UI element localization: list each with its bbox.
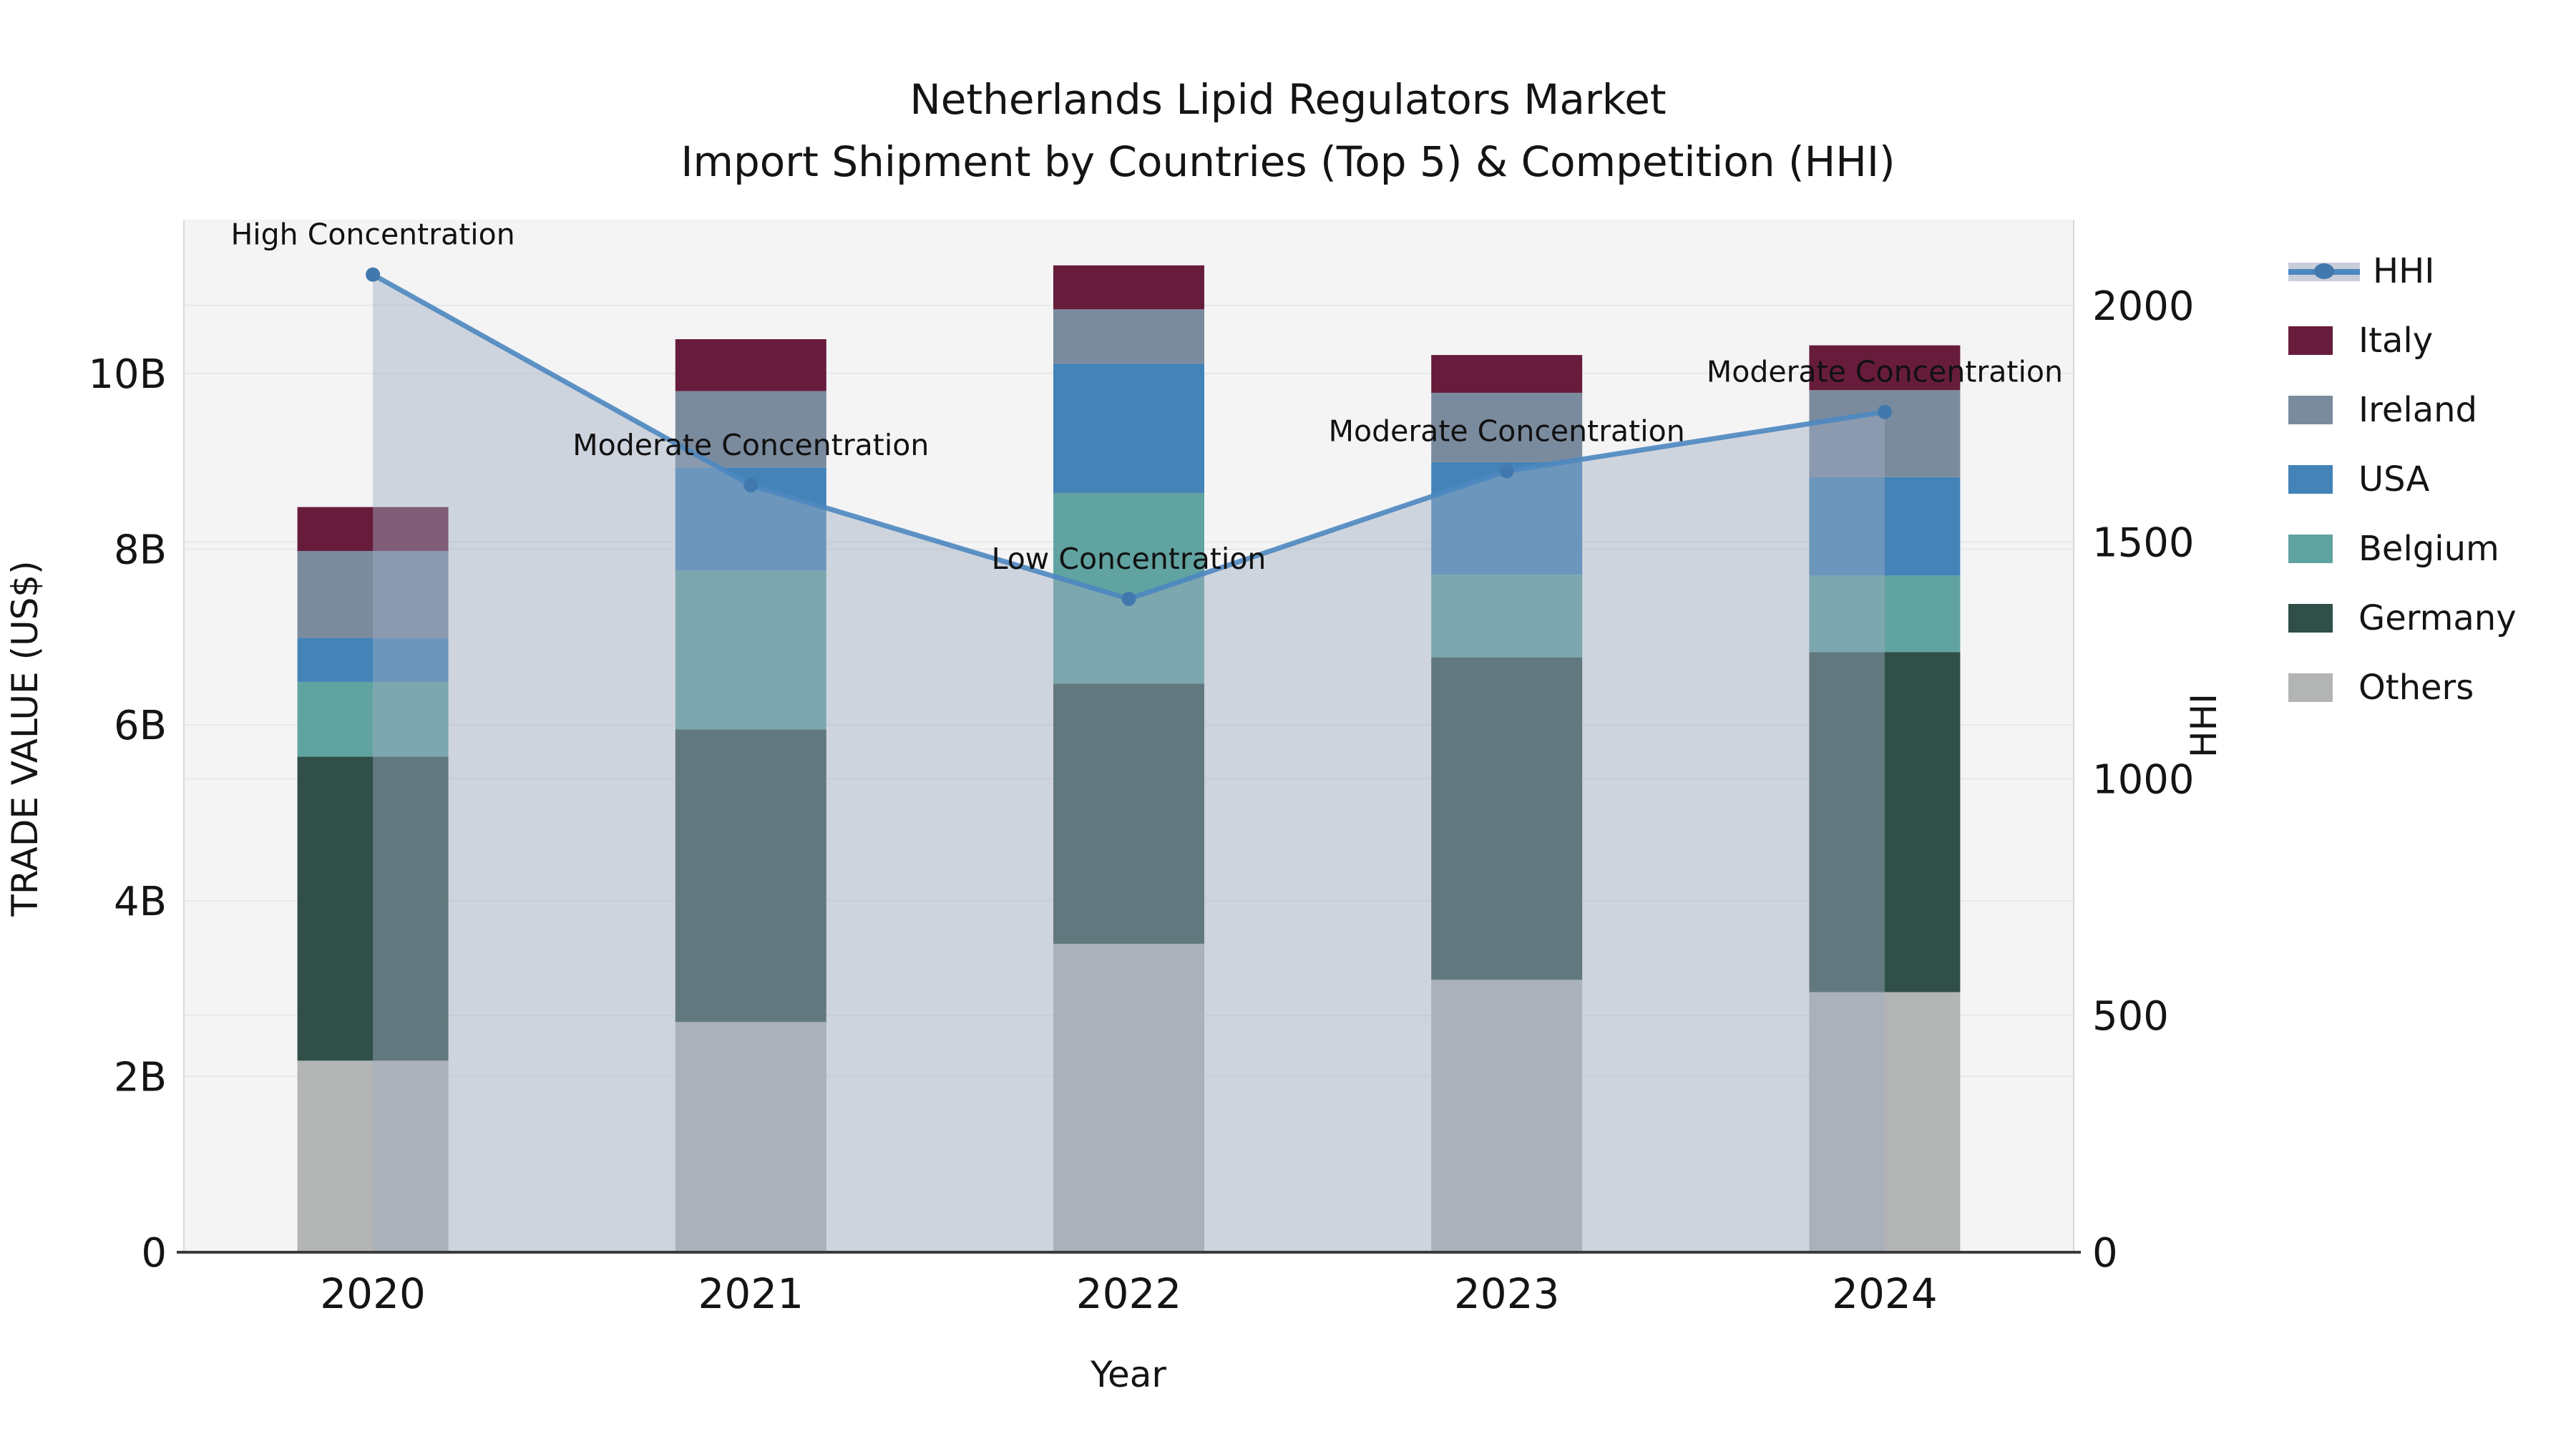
bar-segment-2020-ireland <box>297 550 449 638</box>
legend-label-ireland: Ireland <box>2358 389 2478 430</box>
ytick-left-2B: 2B <box>114 1054 167 1101</box>
legend-label-hhi: HHI <box>2373 250 2435 291</box>
bar-segment-2022-belgium <box>1053 492 1204 684</box>
bar-segment-2022-ireland <box>1053 309 1204 364</box>
legend-label-others: Others <box>2358 667 2474 708</box>
bar-segment-2023-germany <box>1431 657 1583 980</box>
bar-segment-2022-others <box>1053 943 1204 1252</box>
ytick-left-10B: 10B <box>88 351 167 398</box>
bar-segment-2020-italy <box>297 507 449 551</box>
legend-item-hhi: HHI <box>2288 236 2517 306</box>
x-axis-title: Year <box>1091 1354 1166 1395</box>
bar-segment-2024-others <box>1809 992 1961 1252</box>
legend-item-ireland: Ireland <box>2288 375 2517 444</box>
ytick-left-4B: 4B <box>114 879 167 925</box>
annotation-2022: Low Concentration <box>992 542 1267 576</box>
bar-segment-2020-usa <box>297 638 449 682</box>
legend-label-belgium: Belgium <box>2358 528 2499 569</box>
legend-item-others: Others <box>2288 653 2517 722</box>
annotation-2021: Moderate Concentration <box>572 428 929 462</box>
bar-segment-2021-belgium <box>675 570 826 730</box>
legend-item-usa: USA <box>2288 444 2517 514</box>
y-axis-title-left: TRADE VALUE (US$) <box>4 560 46 917</box>
hhi-area-fill <box>373 274 1885 1252</box>
ytick-right-2000: 2000 <box>2092 283 2195 330</box>
legend-label-germany: Germany <box>2358 597 2517 638</box>
bar-segment-2021-italy <box>675 339 826 391</box>
legend-swatch-usa <box>2288 464 2333 494</box>
bar-segment-2024-ireland <box>1809 390 1961 477</box>
legend-swatch-belgium <box>2288 534 2333 563</box>
bar-segment-2021-germany <box>675 729 826 1023</box>
ytick-right-1000: 1000 <box>2092 756 2195 803</box>
ytick-right-1500: 1500 <box>2092 520 2195 567</box>
legend-item-italy: Italy <box>2288 306 2517 375</box>
xtick-2022: 2022 <box>1076 1269 1182 1318</box>
xtick-2020: 2020 <box>320 1269 426 1318</box>
ytick-left-6B: 6B <box>114 703 167 749</box>
annotation-2024: Moderate Concentration <box>1707 355 2063 389</box>
bar-segment-2024-germany <box>1809 652 1961 992</box>
ytick-left-8B: 8B <box>114 527 167 574</box>
bar-segment-2020-germany <box>297 756 449 1061</box>
hhi-marker-2024 <box>1877 404 1892 419</box>
y-axis-title-right: HHI <box>2183 693 2225 758</box>
legend-swatch-ireland <box>2288 395 2333 424</box>
legend-swatch-italy <box>2288 326 2333 355</box>
legend-swatch-germany <box>2288 603 2333 633</box>
ytick-right-500: 500 <box>2092 993 2169 1040</box>
bar-segment-2023-italy <box>1431 355 1583 393</box>
chart-title-line1: Netherlands Lipid Regulators Market <box>909 75 1667 124</box>
hhi-marker-2020 <box>366 267 381 282</box>
legend-label-italy: Italy <box>2358 320 2434 361</box>
xtick-2024: 2024 <box>1832 1269 1938 1318</box>
bar-segment-2020-others <box>297 1060 449 1252</box>
legend-item-germany: Germany <box>2288 583 2517 653</box>
bar-segment-2020-belgium <box>297 681 449 757</box>
legend-hhi-line-icon <box>2288 257 2360 286</box>
bar-segment-2023-belgium <box>1431 575 1583 658</box>
bar-segment-2024-italy <box>1809 345 1961 391</box>
bar-segment-2022-italy <box>1053 265 1204 310</box>
bar-segment-2022-germany <box>1053 683 1204 944</box>
bar-segment-2023-others <box>1431 980 1583 1252</box>
xtick-2023: 2023 <box>1454 1269 1560 1318</box>
chart-title: Netherlands Lipid Regulators Market Impo… <box>0 69 2576 193</box>
xtick-2021: 2021 <box>698 1269 804 1318</box>
bar-segment-2023-ireland <box>1431 392 1583 462</box>
annotation-2020: High Concentration <box>230 218 514 252</box>
bar-segment-2021-others <box>675 1022 826 1252</box>
legend-swatch-others <box>2288 673 2333 702</box>
legend-hhi-marker-icon <box>2314 263 2334 279</box>
hhi-marker-2022 <box>1121 591 1136 606</box>
bar-segment-2023-usa <box>1431 462 1583 575</box>
hhi-marker-2023 <box>1499 464 1514 479</box>
legend-item-belgium: Belgium <box>2288 514 2517 583</box>
bar-segment-2022-usa <box>1053 364 1204 493</box>
legend: HHI Italy Ireland USA Belgium Germany Others <box>2288 236 2517 722</box>
legend-label-usa: USA <box>2358 459 2430 499</box>
ytick-right-0: 0 <box>2092 1230 2118 1277</box>
ytick-left-0: 0 <box>141 1230 167 1277</box>
bar-segment-2024-belgium <box>1809 575 1961 653</box>
hhi-marker-2021 <box>743 478 758 493</box>
bar-segment-2024-usa <box>1809 477 1961 576</box>
annotation-2023: Moderate Concentration <box>1329 414 1685 448</box>
chart-title-line2: Import Shipment by Countries (Top 5) & C… <box>680 137 1896 186</box>
